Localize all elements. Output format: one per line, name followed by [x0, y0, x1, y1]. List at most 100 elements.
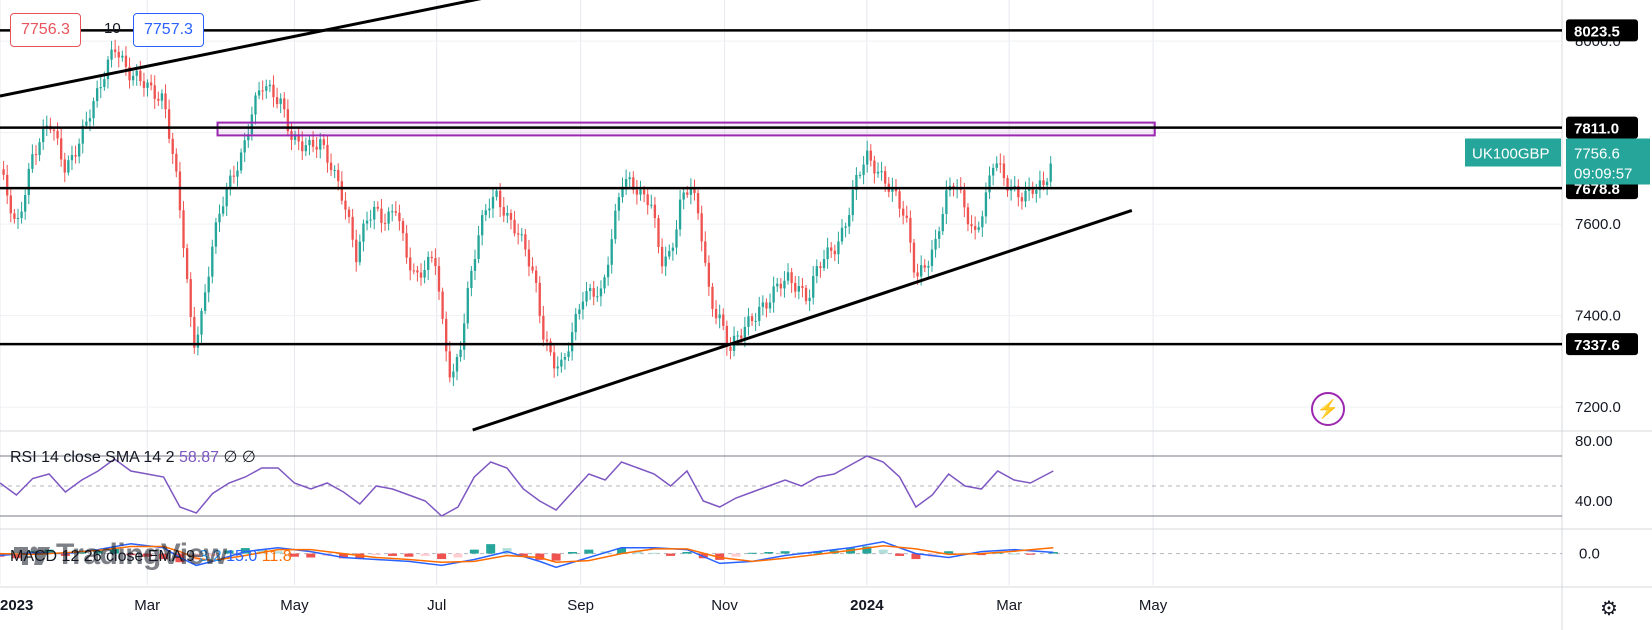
- candle-body: [743, 326, 747, 339]
- candle: [549, 338, 552, 356]
- candle: [858, 171, 862, 179]
- candle-body: [45, 125, 48, 127]
- macd-histogram-bar: [420, 553, 430, 556]
- candle-body: [628, 177, 631, 180]
- candle-body: [560, 359, 563, 367]
- candle-body: [20, 211, 23, 219]
- candle-body: [588, 288, 592, 292]
- candle: [534, 265, 538, 293]
- candle-body: [689, 188, 693, 195]
- candle: [588, 283, 592, 300]
- candle-body: [941, 213, 944, 232]
- price-tick-label: 7600.0: [1575, 216, 1621, 233]
- candle-body: [124, 55, 128, 67]
- candle-body: [714, 308, 718, 319]
- macd-histogram-bar: [208, 553, 218, 556]
- candle-body: [614, 210, 617, 240]
- candle: [419, 263, 423, 286]
- candle: [477, 225, 480, 264]
- candle-body: [329, 162, 333, 171]
- candle: [937, 226, 941, 249]
- candle: [2, 161, 5, 181]
- macd-histogram-bar: [813, 551, 823, 554]
- candle-body: [448, 351, 451, 378]
- settings-icon[interactable]: ⚙: [1600, 598, 1618, 620]
- time-tick-label: Mar: [134, 597, 160, 614]
- candle: [365, 211, 369, 231]
- candle-body: [592, 288, 595, 297]
- candle-body: [736, 335, 739, 337]
- macd-pane[interactable]: [0, 541, 1562, 569]
- macd-histogram-bar: [780, 551, 790, 554]
- watermark-text: TradingView: [56, 538, 227, 571]
- candle-body: [866, 150, 869, 165]
- candle: [776, 277, 779, 293]
- candle-body: [606, 264, 610, 278]
- rsi-legend-value: 58.87: [178, 449, 220, 466]
- macd-tick-label: 0.0: [1579, 546, 1600, 563]
- candle: [520, 228, 523, 242]
- macd-legend-hist: 11.8: [261, 548, 292, 565]
- candle: [527, 239, 531, 277]
- candle-body: [401, 221, 405, 234]
- bid-price-box[interactable]: 7756.3: [10, 13, 81, 47]
- candle-body: [1002, 163, 1006, 179]
- candle-body: [430, 256, 433, 259]
- candle: [797, 276, 800, 300]
- macd-histogram-bar: [731, 553, 741, 557]
- candle: [567, 342, 570, 362]
- candle-body: [391, 211, 394, 213]
- candle: [243, 132, 246, 162]
- candle-body: [304, 145, 308, 152]
- candle: [923, 259, 926, 272]
- rsi-legend[interactable]: RSI 14 close SMA 14 2 58.87 ∅ ∅: [10, 447, 256, 467]
- lower-trendline: [472, 209, 1133, 432]
- macd-histogram-bar: [551, 553, 561, 561]
- candle-body: [542, 315, 545, 340]
- macd-histogram-bar: [682, 552, 692, 554]
- candle: [221, 196, 225, 217]
- candle-body: [682, 192, 685, 200]
- candle: [509, 209, 513, 230]
- candle: [113, 39, 117, 58]
- macd-legend[interactable]: MACD 12 26 close EMA 9 3.2 15.0 11.8: [10, 548, 292, 566]
- rsi-pane[interactable]: [0, 455, 1562, 517]
- ask-price-box[interactable]: 7757.3: [133, 13, 204, 47]
- candle-body: [977, 227, 980, 230]
- candle: [1045, 177, 1049, 196]
- candle: [808, 289, 811, 311]
- candle-body: [722, 314, 725, 326]
- candle: [347, 206, 351, 224]
- candle-body: [704, 241, 707, 263]
- candle-body: [488, 208, 491, 211]
- candle-body: [110, 49, 113, 60]
- candle-body: [988, 175, 991, 193]
- candle: [844, 222, 847, 238]
- candle-body: [1020, 197, 1024, 202]
- candle-body: [225, 188, 228, 207]
- candle: [355, 229, 358, 272]
- candle: [239, 148, 243, 174]
- candle-body: [984, 192, 988, 217]
- candle: [326, 135, 329, 173]
- candle-body: [934, 238, 937, 250]
- candle: [128, 57, 131, 89]
- candle: [463, 313, 466, 360]
- candle-body: [891, 187, 894, 192]
- price-pane[interactable]: [0, 0, 1562, 432]
- macd-histogram-bar: [764, 552, 774, 554]
- candle: [563, 352, 567, 370]
- candle-body: [570, 332, 574, 352]
- candle-body: [24, 195, 27, 212]
- candle: [373, 201, 376, 230]
- candle-body: [844, 226, 847, 228]
- candle: [722, 308, 725, 331]
- macd-histogram-bar: [404, 553, 414, 557]
- candle: [873, 155, 876, 184]
- candle-body: [297, 134, 300, 142]
- lightning-icon[interactable]: ⚡: [1311, 392, 1345, 426]
- candle: [646, 186, 649, 215]
- candle-body: [106, 59, 110, 80]
- candle-body: [265, 86, 268, 91]
